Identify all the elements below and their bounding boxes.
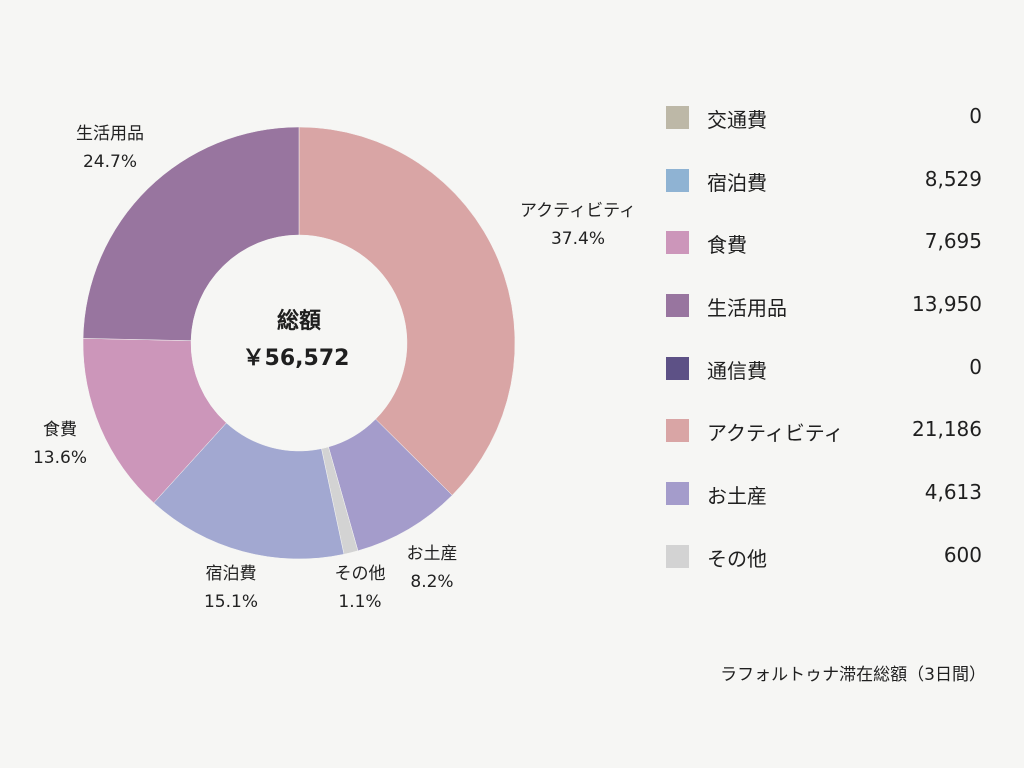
- chart-caption: ラフォルトゥナ滞在総額（3日間）: [720, 665, 986, 685]
- legend-item: その他 600: [666, 535, 986, 598]
- legend-name: 交通費: [707, 108, 767, 132]
- legend-swatch: [666, 106, 689, 129]
- legend-item: お土産 4,613: [666, 472, 986, 535]
- slice-label-name: 宿泊費: [206, 564, 257, 584]
- slice-label-percent: 13.6%: [33, 448, 87, 468]
- legend-value: 600: [943, 542, 982, 567]
- legend: 交通費 0 宿泊費 8,529 食費 7,695 生活用品 13,950 通信費 0 アクティビティ…: [666, 96, 986, 598]
- center-title: 総額: [277, 308, 321, 334]
- donut-slice: [82, 126, 300, 341]
- legend-swatch: [666, 294, 689, 318]
- legend-name: お土産: [707, 484, 767, 509]
- legend-item: 通信費 0: [666, 347, 986, 410]
- legend-value: 8,529: [924, 166, 982, 191]
- legend-name: その他: [707, 546, 767, 571]
- legend-value: 7,695: [924, 229, 982, 254]
- donut-slice: [82, 338, 227, 504]
- legend-swatch: [666, 482, 689, 506]
- legend-value: 0: [969, 354, 982, 379]
- slice-label-name: 食費: [43, 420, 77, 440]
- slice-label-name: お土産: [407, 544, 458, 564]
- legend-name: 生活用品: [707, 296, 787, 321]
- legend-swatch: [666, 168, 689, 192]
- slice-label-percent: 15.1%: [204, 592, 258, 612]
- legend-item: 生活用品 13,950: [666, 284, 986, 347]
- legend-name: 食費: [707, 233, 747, 258]
- legend-swatch: [666, 231, 689, 255]
- legend-name: 通信費: [707, 358, 767, 383]
- slice-label-name: アクティビティ: [520, 201, 636, 221]
- legend-name: 宿泊費: [707, 170, 767, 195]
- legend-swatch: [666, 544, 689, 568]
- slice-label-percent: 24.7%: [83, 152, 137, 172]
- legend-value: 0: [969, 104, 982, 128]
- legend-value: 4,613: [924, 480, 982, 505]
- legend-swatch: [666, 356, 689, 380]
- legend-item: 交通費 0: [666, 96, 986, 159]
- slice-label-name: その他: [335, 564, 386, 584]
- center-total: ￥56,572: [243, 346, 350, 371]
- legend-name: アクティビティ: [707, 421, 844, 446]
- donut-slice: [153, 422, 345, 560]
- slice-label-name: 生活用品: [76, 124, 144, 144]
- legend-value: 13,950: [912, 292, 982, 317]
- slice-label-percent: 1.1%: [338, 592, 381, 612]
- legend-value: 21,186: [912, 417, 982, 442]
- slice-label-percent: 8.2%: [410, 572, 453, 592]
- legend-item: 宿泊費 8,529: [666, 159, 986, 222]
- legend-item: 食費 7,695: [666, 221, 986, 284]
- legend-item: アクティビティ 21,186: [666, 409, 986, 472]
- slice-label-percent: 37.4%: [551, 229, 605, 249]
- legend-swatch: [666, 419, 689, 443]
- donut-slice: [298, 126, 516, 496]
